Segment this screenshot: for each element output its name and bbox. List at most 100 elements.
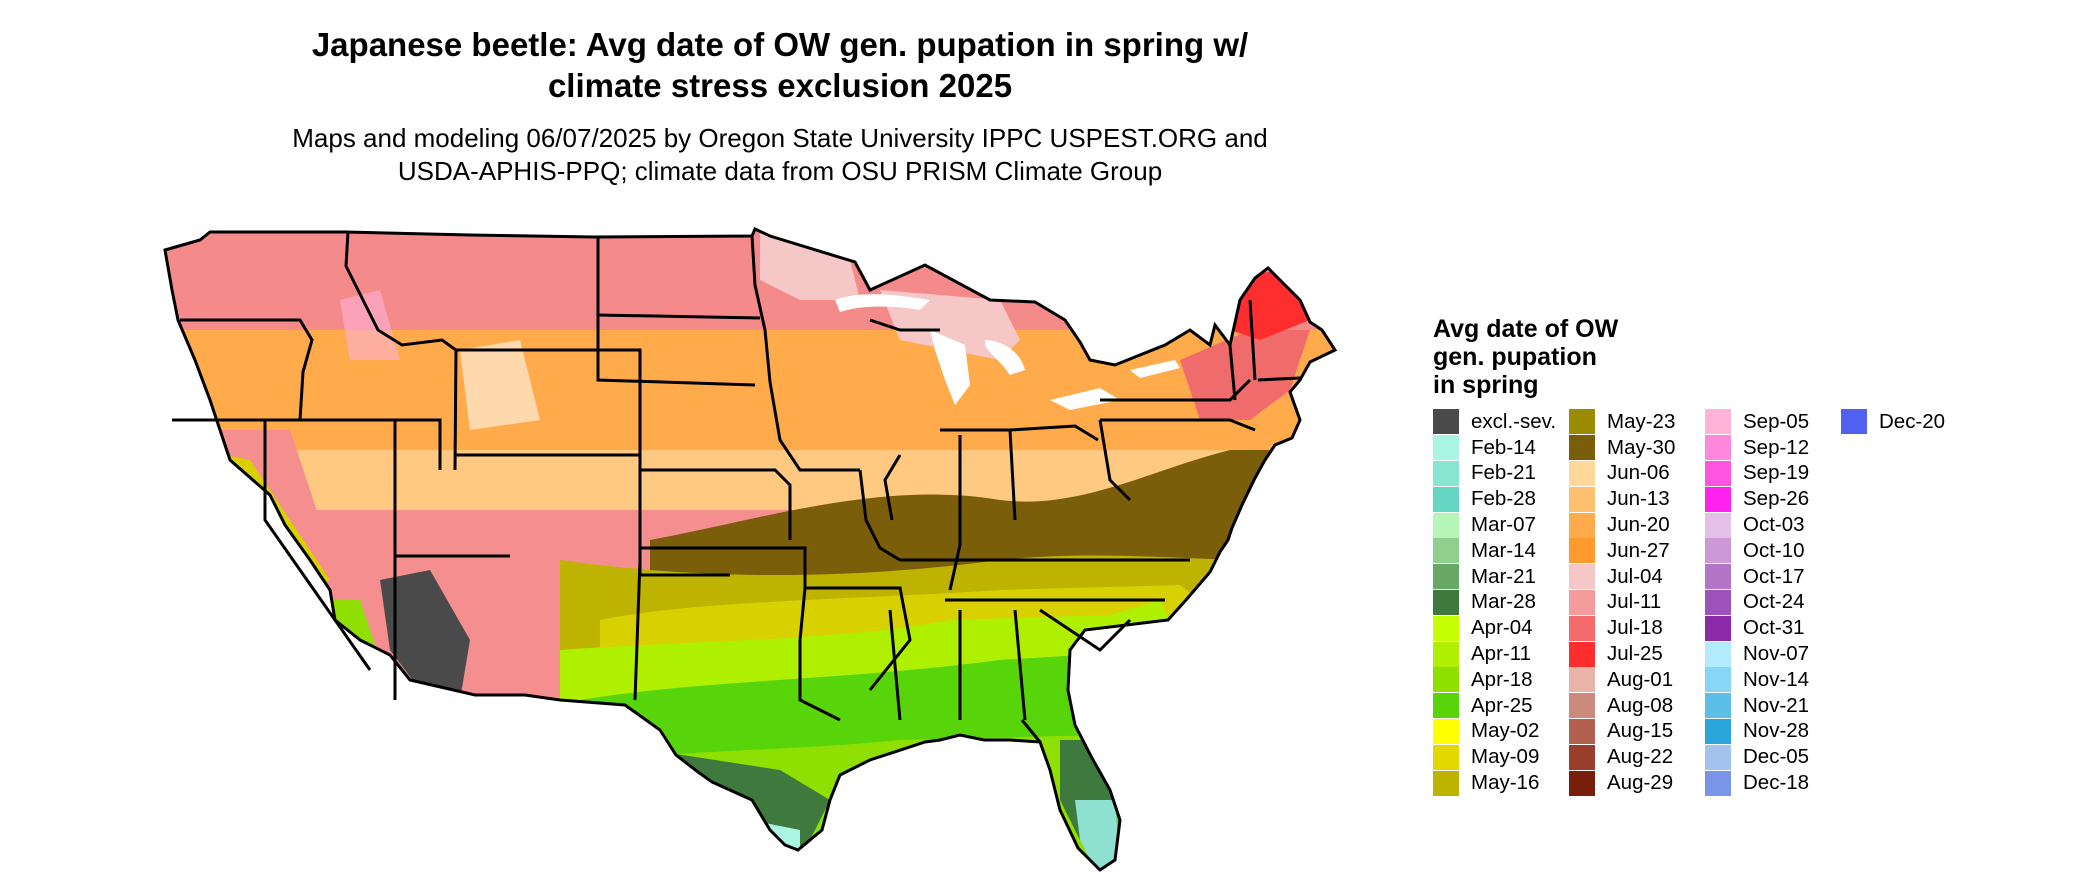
legend-swatch bbox=[1705, 486, 1731, 512]
legend-item: Aug-08 bbox=[1569, 693, 1693, 719]
legend-item: Jun-06 bbox=[1569, 460, 1693, 487]
legend-label: Nov-21 bbox=[1743, 693, 1810, 717]
legend-label: Feb-21 bbox=[1471, 461, 1536, 485]
legend-item: Apr-11 bbox=[1433, 641, 1557, 667]
legend-swatch bbox=[1569, 693, 1595, 719]
legend-item: Jul-04 bbox=[1569, 564, 1693, 590]
legend-label: Apr-18 bbox=[1471, 667, 1533, 691]
legend-label: Aug-22 bbox=[1607, 745, 1674, 769]
legend-item: Aug-15 bbox=[1569, 718, 1693, 745]
legend-column: excl.-sev. Feb-14 Feb-21 Feb-28 Mar-07 Mar-14… bbox=[1433, 409, 1557, 796]
legend-swatch bbox=[1705, 718, 1731, 744]
legend-label: Dec-18 bbox=[1743, 771, 1810, 795]
legend-item: Sep-26 bbox=[1705, 486, 1829, 512]
legend-swatch bbox=[1569, 486, 1595, 512]
legend-label: Nov-07 bbox=[1743, 642, 1810, 666]
legend-item: Jul-11 bbox=[1569, 589, 1693, 616]
legend-swatch bbox=[1433, 460, 1459, 486]
legend-item: Apr-04 bbox=[1433, 615, 1557, 641]
legend-label: Jun-13 bbox=[1607, 487, 1670, 511]
legend-label: Aug-15 bbox=[1607, 719, 1674, 743]
legend-swatch bbox=[1433, 641, 1459, 667]
legend-swatch bbox=[1569, 718, 1595, 744]
legend-swatch bbox=[1433, 693, 1459, 719]
legend-label: Oct-17 bbox=[1743, 564, 1805, 588]
legend-swatch bbox=[1569, 770, 1595, 796]
legend-item: Mar-28 bbox=[1433, 589, 1557, 616]
legend-item: Oct-10 bbox=[1705, 538, 1829, 564]
legend-label: Jun-27 bbox=[1607, 538, 1670, 562]
legend-item: Jul-25 bbox=[1569, 641, 1693, 667]
legend-swatch bbox=[1705, 512, 1731, 538]
legend-item: Nov-14 bbox=[1705, 667, 1829, 693]
legend-label: Feb-14 bbox=[1471, 435, 1536, 459]
legend-swatch bbox=[1569, 435, 1595, 461]
legend-swatch bbox=[1433, 538, 1459, 564]
legend-swatch bbox=[1705, 693, 1731, 719]
legend-swatch bbox=[1433, 770, 1459, 796]
map-subtitle: Maps and modeling 06/07/2025 by Oregon S… bbox=[292, 123, 1268, 186]
legend-label: May-02 bbox=[1471, 719, 1540, 743]
legend-item: Oct-31 bbox=[1705, 615, 1829, 641]
legend-item: excl.-sev. bbox=[1433, 409, 1557, 435]
legend-swatch bbox=[1433, 615, 1459, 641]
legend-item: Nov-21 bbox=[1705, 693, 1829, 719]
legend-label: Apr-11 bbox=[1471, 642, 1532, 666]
legend-label: Jul-11 bbox=[1607, 590, 1662, 614]
legend-label: Jun-20 bbox=[1607, 513, 1670, 537]
legend-label: Oct-31 bbox=[1743, 616, 1805, 640]
legend-item: May-02 bbox=[1433, 718, 1557, 745]
legend-swatch bbox=[1705, 460, 1731, 486]
legend-label: May-30 bbox=[1607, 435, 1676, 459]
legend-item: May-16 bbox=[1433, 770, 1557, 796]
legend-swatch bbox=[1705, 667, 1731, 693]
legend-item: Mar-14 bbox=[1433, 538, 1557, 564]
legend-swatch bbox=[1433, 564, 1459, 590]
legend-item: Mar-07 bbox=[1433, 512, 1557, 538]
legend-item: Feb-14 bbox=[1433, 435, 1557, 461]
legend-label: Nov-14 bbox=[1743, 667, 1810, 691]
legend-label: Sep-12 bbox=[1743, 435, 1810, 459]
legend-label: Mar-14 bbox=[1471, 538, 1536, 562]
legend-swatch bbox=[1569, 512, 1595, 538]
us-map bbox=[163, 226, 1338, 872]
legend-item: Feb-21 bbox=[1433, 460, 1557, 487]
legend-item: Dec-20 bbox=[1841, 409, 1965, 435]
legend-label: Feb-28 bbox=[1471, 487, 1536, 511]
legend-swatch bbox=[1569, 538, 1595, 564]
legend-swatch bbox=[1705, 641, 1731, 667]
legend-item: Jun-13 bbox=[1569, 486, 1693, 512]
legend-label: Oct-03 bbox=[1743, 513, 1805, 537]
legend-label: Nov-28 bbox=[1743, 719, 1810, 743]
map-legend: excl.-sev. Feb-14 Feb-21 Feb-28 Mar-07 Mar-14… bbox=[1433, 409, 1965, 796]
legend-item: May-09 bbox=[1433, 744, 1557, 770]
legend-label: Jul-18 bbox=[1607, 616, 1663, 640]
legend-label: May-09 bbox=[1471, 745, 1540, 769]
legend-swatch bbox=[1433, 512, 1459, 538]
legend-label: Mar-07 bbox=[1471, 513, 1536, 537]
legend-swatch bbox=[1569, 589, 1595, 615]
legend-label: excl.-sev. bbox=[1471, 409, 1557, 433]
legend-swatch bbox=[1433, 486, 1459, 512]
legend-item: Jun-27 bbox=[1569, 538, 1693, 564]
legend-label: Mar-21 bbox=[1471, 564, 1536, 588]
legend-label: Dec-05 bbox=[1743, 745, 1810, 769]
legend-label: Jul-25 bbox=[1607, 642, 1663, 666]
legend-swatch bbox=[1705, 744, 1731, 770]
legend-swatch bbox=[1705, 409, 1731, 435]
legend-item: Apr-18 bbox=[1433, 667, 1557, 693]
legend-swatch bbox=[1705, 770, 1731, 796]
legend-swatch bbox=[1569, 744, 1595, 770]
legend-item: Sep-12 bbox=[1705, 435, 1829, 461]
legend-swatch bbox=[1705, 538, 1731, 564]
map-title: Japanese beetle: Avg date of OW gen. pup… bbox=[311, 26, 1249, 104]
legend-item: Jul-18 bbox=[1569, 615, 1693, 641]
legend-swatch bbox=[1569, 641, 1595, 667]
legend-label: Aug-08 bbox=[1607, 693, 1674, 717]
legend-swatch bbox=[1705, 589, 1731, 615]
legend-swatch bbox=[1433, 409, 1459, 435]
legend-label: Aug-01 bbox=[1607, 667, 1674, 691]
legend-label: Jun-06 bbox=[1607, 461, 1670, 485]
legend-label: Mar-28 bbox=[1471, 590, 1536, 614]
legend-column: Dec-20 bbox=[1841, 409, 1965, 796]
